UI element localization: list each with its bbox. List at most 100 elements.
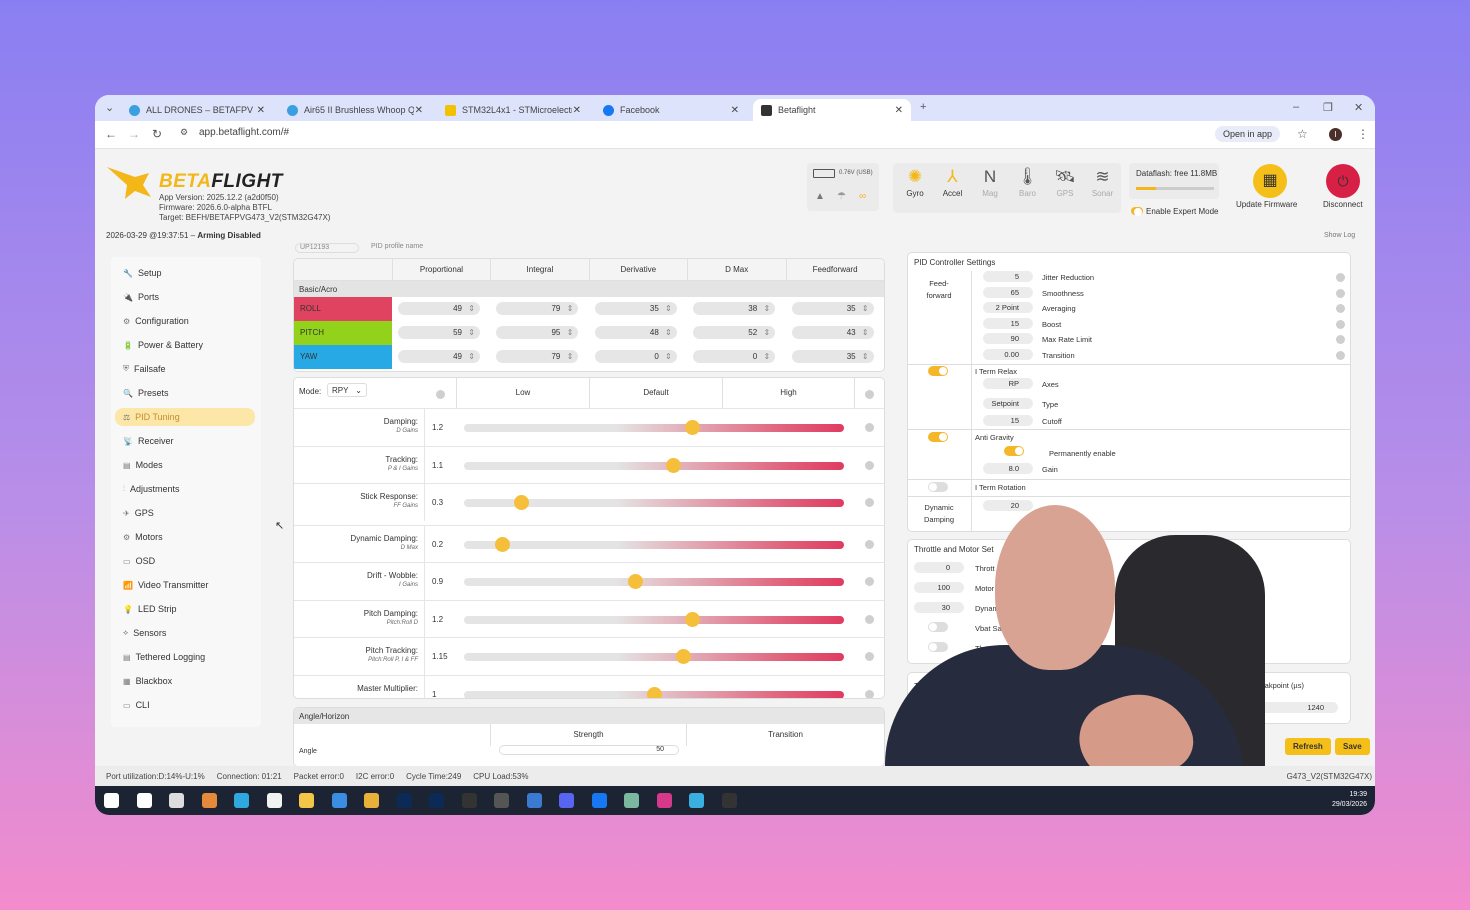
minimize-icon[interactable]: –: [1293, 101, 1300, 113]
slider-track[interactable]: [464, 574, 844, 589]
disconnect-icon[interactable]: ⏻: [1326, 164, 1360, 198]
restore-icon[interactable]: ❐: [1323, 102, 1333, 114]
help-icon[interactable]: [865, 539, 874, 549]
profile-name-input[interactable]: UP12193: [295, 243, 359, 253]
help-icon[interactable]: [865, 614, 874, 624]
pid-input-pitch-1[interactable]: 95: [496, 326, 579, 339]
vbat-sag-toggle[interactable]: [928, 622, 948, 632]
sidebar-item-ports[interactable]: 🔌 Ports: [115, 288, 255, 306]
sidebar-item-blackbox[interactable]: ▦ Blackbox: [115, 672, 255, 690]
close-tab-icon[interactable]: ✕: [730, 104, 739, 116]
mode-select[interactable]: RPY ⌄: [327, 383, 367, 397]
url-field[interactable]: app.betaflight.com/#: [199, 127, 290, 138]
help-icon[interactable]: [1336, 319, 1345, 329]
show-log-link[interactable]: Show Log: [1324, 232, 1356, 239]
sidebar-item-video-transmitter[interactable]: 📶 Video Transmitter: [115, 576, 255, 594]
ff-input[interactable]: 65: [983, 286, 1033, 298]
sidebar-item-tethered-logging[interactable]: ▤ Tethered Logging: [115, 648, 255, 666]
chrome-icon[interactable]: [364, 793, 379, 808]
help-icon[interactable]: [1336, 335, 1345, 344]
sidebar-item-receiver[interactable]: 📡 Receiver: [115, 432, 255, 450]
help-icon[interactable]: [865, 652, 874, 661]
sidebar-item-configuration[interactable]: ⚙ Configuration: [115, 312, 255, 330]
axes-select[interactable]: RP: [983, 378, 1033, 389]
mail-icon[interactable]: [331, 793, 347, 808]
obs-icon[interactable]: [461, 793, 477, 808]
tab-air65[interactable]: Air65 II Brushless Whoop Quad✕: [279, 99, 431, 121]
close-tab-icon[interactable]: ✕: [894, 104, 903, 116]
help-icon[interactable]: [865, 498, 874, 507]
breakpoint-input[interactable]: 1240: [1246, 702, 1338, 713]
discord-icon[interactable]: [559, 793, 574, 808]
pid-input-roll-2[interactable]: 35: [594, 302, 677, 315]
facebook-icon[interactable]: [591, 793, 607, 808]
photoshop-icon[interactable]: [396, 793, 412, 808]
slider-track[interactable]: [464, 495, 844, 510]
cutoff-input[interactable]: 15: [983, 415, 1033, 426]
pid-input-pitch-2[interactable]: 48: [594, 326, 677, 339]
edge-icon[interactable]: [234, 793, 249, 808]
pid-input-yaw-0[interactable]: 49: [398, 350, 480, 363]
slider-thumb[interactable]: [495, 536, 510, 552]
reload-icon[interactable]: ↻: [152, 127, 163, 141]
pid-input-yaw-1[interactable]: 79: [496, 350, 579, 363]
slider-thumb[interactable]: [675, 649, 691, 664]
profile-avatar[interactable]: I: [1329, 128, 1342, 141]
search-icon[interactable]: [136, 793, 152, 808]
photos-icon[interactable]: [526, 793, 542, 808]
slider-track[interactable]: [464, 536, 844, 552]
slider-thumb[interactable]: [685, 420, 700, 435]
sidebar-item-cli[interactable]: ▭ CLI: [115, 696, 255, 714]
help-icon[interactable]: [1336, 273, 1345, 282]
slider-track[interactable]: [464, 649, 844, 664]
close-tab-icon[interactable]: ✕: [414, 104, 423, 116]
help-icon[interactable]: [865, 577, 874, 586]
help-icon[interactable]: [865, 460, 874, 470]
menu-icon[interactable]: ⋮: [1357, 127, 1369, 141]
slider-track[interactable]: [464, 457, 844, 473]
vpn-icon[interactable]: [689, 793, 704, 808]
close-tab-icon[interactable]: ✕: [572, 104, 581, 116]
expert-mode-toggle[interactable]: [1131, 207, 1143, 216]
pid-input-roll-1[interactable]: 79: [496, 302, 579, 315]
slider-thumb[interactable]: [628, 574, 643, 589]
angle-strength-input[interactable]: 50: [499, 745, 679, 755]
ff-input[interactable]: 15: [983, 317, 1033, 329]
windows-start-icon[interactable]: [104, 793, 119, 808]
tab-stm32[interactable]: STM32L4x1 - STMicroelectronics✕: [437, 99, 589, 121]
pid-input-roll-4[interactable]: 35: [791, 302, 874, 315]
open-in-app-button[interactable]: Open in app: [1215, 126, 1281, 142]
sidebar-item-sensors[interactable]: ⟡ Sensors: [115, 624, 255, 642]
slider-track[interactable]: [464, 611, 844, 627]
sidebar-item-gps[interactable]: ✈ GPS: [115, 504, 255, 522]
instagram-icon[interactable]: [656, 793, 672, 808]
help-icon[interactable]: [865, 423, 874, 432]
help-icon[interactable]: [1336, 288, 1345, 298]
help-icon[interactable]: [1336, 350, 1345, 360]
sidebar-item-pid-tuning[interactable]: ⚖ PID Tuning: [115, 408, 255, 426]
app-icon[interactable]: [624, 793, 639, 808]
anti-gravity-toggle[interactable]: [928, 432, 948, 442]
thrust-linear-toggle[interactable]: [928, 642, 948, 652]
help-icon[interactable]: [1336, 304, 1345, 313]
iterm-rotation-toggle[interactable]: [928, 482, 948, 492]
gain-input[interactable]: 8.0: [983, 463, 1033, 474]
file-explorer-icon[interactable]: [299, 793, 314, 808]
bookmark-star-icon[interactable]: ☆: [1297, 127, 1308, 141]
new-tab-icon[interactable]: +: [920, 101, 927, 113]
sidebar-item-led-strip[interactable]: 💡 LED Strip: [115, 600, 255, 618]
site-settings-icon[interactable]: ⚙: [180, 127, 189, 137]
throttle-input[interactable]: 0: [914, 562, 964, 573]
slider-thumb[interactable]: [666, 457, 681, 473]
close-tab-icon[interactable]: ✕: [256, 104, 265, 116]
tab-betaflight[interactable]: Betaflight ✕: [753, 99, 911, 121]
tpa-mode-select[interactable]: D: [914, 702, 974, 713]
pid-input-yaw-4[interactable]: 35: [791, 350, 874, 363]
iterm-relax-toggle[interactable]: [928, 366, 948, 376]
help-icon[interactable]: [436, 390, 445, 399]
throttle-input[interactable]: 100: [914, 582, 964, 593]
sidebar-item-failsafe[interactable]: ⛨ Failsafe: [115, 360, 255, 378]
task-view-icon[interactable]: [169, 793, 184, 808]
sidebar-item-modes[interactable]: ▤ Modes: [115, 456, 255, 474]
help-icon[interactable]: [865, 390, 874, 399]
